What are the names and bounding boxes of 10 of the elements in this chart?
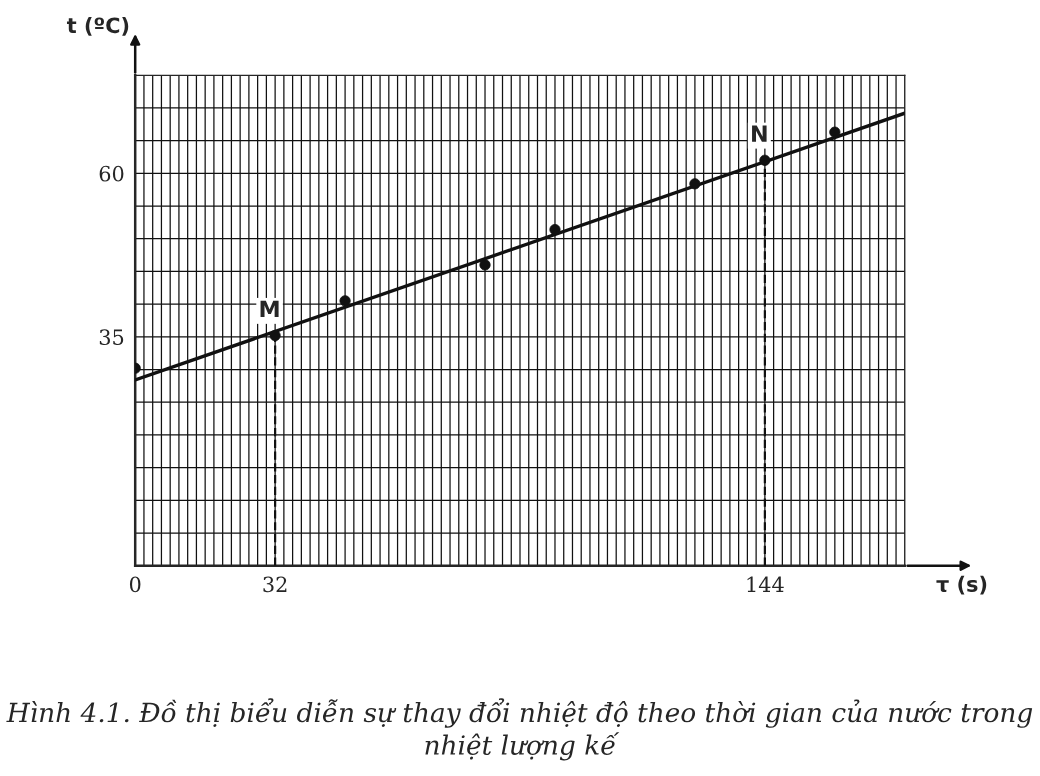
annotation: N	[752, 125, 767, 142]
annotation: M	[260, 300, 279, 318]
text: Hình 4.1. Đồ thị biểu diễn sự thay đổi nhiệt độ theo thời gian của nước trong nhiệt lượng kế	[6, 698, 1033, 761]
y-tick-label: 60	[99, 165, 124, 182]
y-axis-title: t (ºC)	[66, 17, 129, 36]
x-tick-label: 144	[747, 576, 784, 592]
x-axis-title: τ (s)	[936, 575, 987, 595]
y-tick-label: 35	[99, 329, 124, 346]
x-tick-label: 0	[129, 576, 141, 593]
x-tick-label: 32	[263, 576, 287, 593]
